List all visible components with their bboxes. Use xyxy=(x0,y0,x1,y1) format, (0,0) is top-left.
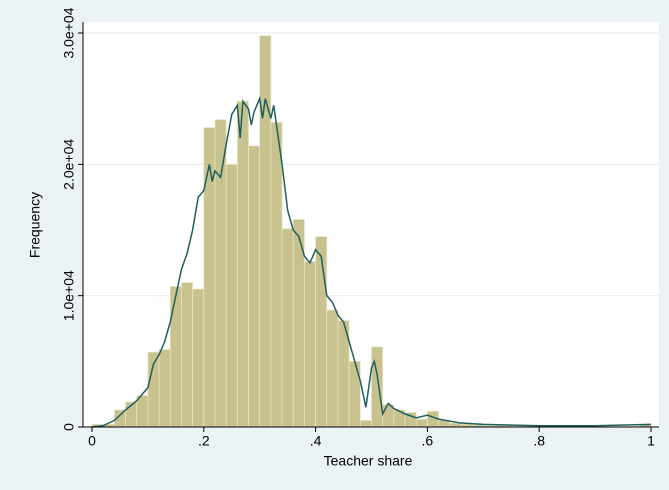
bar xyxy=(270,121,283,428)
bar xyxy=(136,395,149,428)
bar xyxy=(315,236,328,428)
bar xyxy=(192,288,205,428)
bar xyxy=(326,309,339,428)
bar xyxy=(371,346,384,428)
bar xyxy=(248,145,261,428)
y-tick-label: 2.0e+04 xyxy=(61,139,77,190)
x-axis-label: Teacher share xyxy=(324,453,413,469)
bar xyxy=(236,100,249,428)
frequency-curve xyxy=(91,95,652,428)
bar xyxy=(181,282,194,428)
bar xyxy=(158,349,171,428)
y-tick-label: 0 xyxy=(61,423,77,431)
bar xyxy=(259,35,272,428)
bar xyxy=(203,127,216,428)
bar xyxy=(281,228,294,428)
bar xyxy=(214,119,227,428)
x-tick-label: 0 xyxy=(88,433,96,449)
bar xyxy=(348,360,361,428)
bar xyxy=(415,418,428,428)
bar xyxy=(169,286,182,428)
y-tick-label: 3.0e+04 xyxy=(61,7,77,58)
bar xyxy=(304,261,317,428)
x-tick-label: .8 xyxy=(533,433,545,449)
bar xyxy=(449,422,462,428)
x-tick-label: .2 xyxy=(198,433,210,449)
y-axis-label: Frequency xyxy=(27,192,43,258)
x-tick-label: .4 xyxy=(310,433,322,449)
x-tick-label: .6 xyxy=(422,433,434,449)
bar xyxy=(225,163,238,428)
x-tick-label: 1 xyxy=(647,433,655,449)
y-tick-label: 1.0e+04 xyxy=(61,270,77,321)
bar xyxy=(359,420,372,428)
